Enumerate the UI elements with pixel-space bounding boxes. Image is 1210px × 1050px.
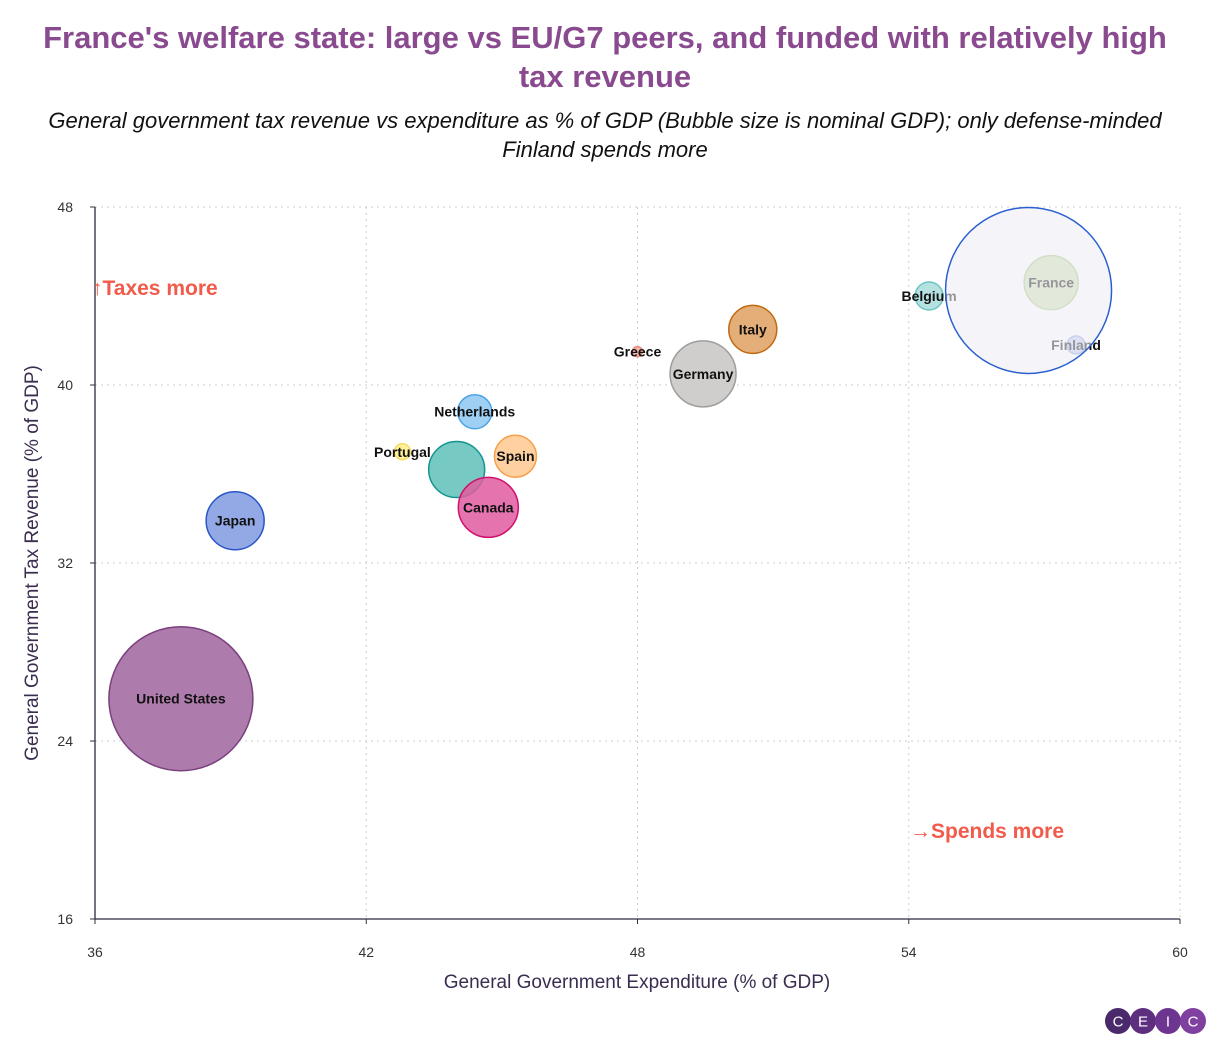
y-tick-label: 40 — [57, 377, 73, 393]
bubble-label: Belgium — [901, 288, 956, 304]
x-axis-label: General Government Expenditure (% of GDP… — [444, 972, 831, 993]
bubble-label: Netherlands — [434, 404, 515, 420]
bubble-united-states — [108, 625, 254, 772]
x-tick-label: 54 — [901, 944, 917, 960]
bubble-label: Canada — [463, 499, 514, 515]
logo-letter: C — [1188, 1014, 1199, 1031]
logo-circle — [1130, 1008, 1156, 1034]
x-tick-label: 42 — [358, 944, 374, 960]
y-tick-label: 24 — [57, 733, 73, 749]
bubble-overlay — [944, 206, 1113, 375]
bubble-label: Germany — [673, 366, 734, 382]
bubble-spain — [493, 434, 538, 478]
bubble-label: Portugal — [374, 444, 431, 460]
axes: 36 42 48 54 60 16 24 32 40 48 — [57, 199, 1188, 960]
y-axis-label: General Government Tax Revenue (% of GDP… — [22, 365, 43, 761]
y-tick-label: 32 — [57, 555, 73, 571]
logo-circle — [1180, 1008, 1206, 1034]
bubble-label: Greece — [614, 344, 662, 360]
bubble-germany — [669, 340, 737, 408]
bubble-canada — [457, 476, 520, 539]
logo-circle — [1105, 1008, 1131, 1034]
bubbles: United States Japan Portugal Netherlands Spa… — [108, 206, 1113, 772]
bubble-label: United States — [136, 691, 226, 707]
x-tick-label: 36 — [87, 944, 103, 960]
logo-letter: E — [1138, 1014, 1148, 1031]
annotation-spends-more: →Spends more — [910, 820, 1064, 843]
bubble-portugal — [393, 443, 412, 461]
x-tick-label: 48 — [630, 944, 646, 960]
logo-circle — [1155, 1008, 1181, 1034]
bubble-greece — [631, 345, 644, 358]
logo-letter: C — [1113, 1014, 1124, 1031]
annotation-taxes-more: ↑Taxes more — [92, 277, 218, 300]
y-tick-label: 48 — [57, 199, 73, 215]
logo-letter: I — [1166, 1014, 1170, 1031]
bubble-italy — [728, 304, 778, 355]
bubble-label: Spain — [496, 448, 534, 464]
chart-subtitle: General government tax revenue vs expend… — [48, 108, 1162, 162]
bubble-belgium — [914, 281, 944, 311]
bubble-label: Italy — [739, 321, 767, 337]
bubble-japan — [205, 490, 265, 551]
y-tick-label: 16 — [57, 911, 73, 927]
bubble-label: Japan — [215, 513, 255, 529]
chart-title: France's welfare state: large vs EU/G7 p… — [43, 20, 1167, 94]
x-tick-label: 60 — [1172, 944, 1188, 960]
bubble-netherlands — [457, 393, 493, 430]
